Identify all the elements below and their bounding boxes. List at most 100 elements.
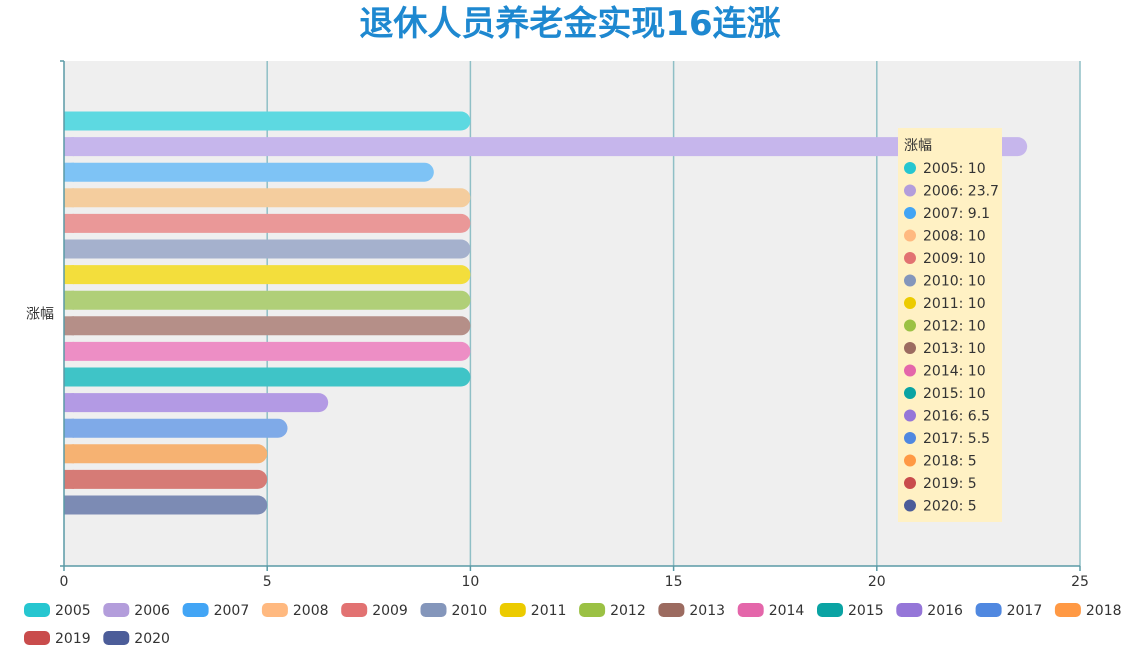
tooltip-marker <box>904 207 916 219</box>
tooltip-entry: 2010: 10 <box>923 274 986 290</box>
legend-item-2009[interactable]: 2009 <box>341 603 408 619</box>
tooltip-marker <box>904 319 916 332</box>
legend-label: 2010 <box>452 603 488 619</box>
legend-item-2017[interactable]: 2017 <box>975 603 1043 619</box>
tooltip-entry: 2007: 9.1 <box>923 206 990 222</box>
legend-label: 2005 <box>55 603 91 619</box>
legend-label: 2007 <box>214 603 250 619</box>
tooltip-marker <box>904 252 916 264</box>
bar-2006[interactable] <box>64 137 1028 157</box>
bar-2010[interactable] <box>64 239 471 259</box>
tooltip-marker <box>904 432 916 444</box>
bar-group <box>64 111 1028 515</box>
tooltip-entry: 2018: 5 <box>923 454 977 470</box>
legend-label: 2006 <box>134 603 170 619</box>
tooltip-entry: 2017: 5.5 <box>923 431 990 447</box>
x-tick-label: 10 <box>461 574 479 590</box>
legend-item-2005[interactable]: 2005 <box>24 603 91 619</box>
legend-item-2018[interactable]: 2018 <box>1054 603 1122 619</box>
legend-swatch <box>817 603 843 617</box>
bar-base-2010 <box>64 239 74 259</box>
bar-base-2014 <box>64 341 74 361</box>
legend-item-2019[interactable]: 2019 <box>24 631 91 647</box>
bar-2018[interactable] <box>64 444 268 464</box>
tooltip-entry: 2015: 10 <box>923 386 986 402</box>
legend-item-2007[interactable]: 2007 <box>182 603 250 619</box>
tooltip-marker <box>904 162 916 174</box>
legend-swatch <box>1054 603 1081 617</box>
legend-label: 2008 <box>293 603 329 619</box>
tooltip-entry: 2005: 10 <box>923 161 986 177</box>
bar-base-2011 <box>64 265 74 285</box>
tooltip-marker <box>904 454 916 467</box>
tooltip-entry: 2011: 10 <box>923 296 986 312</box>
legend-swatch <box>103 631 130 645</box>
bar-2011[interactable] <box>64 265 471 285</box>
bar-2007[interactable] <box>64 162 434 182</box>
tooltip-entry: 2016: 6.5 <box>923 409 990 425</box>
bar-2012[interactable] <box>64 290 471 310</box>
legend-item-2020[interactable]: 2020 <box>103 631 170 647</box>
tooltip: 涨幅 2005: 10 2006: 23.7 2007: 9.1 2008: 10 200… <box>898 128 1002 522</box>
tooltip-marker <box>904 274 916 287</box>
bar-2015[interactable] <box>64 367 471 387</box>
legend-item-2008[interactable]: 2008 <box>261 603 329 619</box>
legend-swatch <box>658 603 685 617</box>
bar-base-2006 <box>64 137 74 157</box>
bar-2005[interactable] <box>64 111 471 131</box>
legend-swatch <box>499 603 526 617</box>
legend-label: 2016 <box>927 603 963 619</box>
legend-swatch <box>24 603 50 617</box>
legend-swatch <box>975 603 1002 617</box>
bar-2013[interactable] <box>64 316 471 336</box>
bar-2009[interactable] <box>64 213 471 233</box>
legend-swatch <box>420 603 447 617</box>
legend-item-2010[interactable]: 2010 <box>420 603 488 619</box>
legend-swatch <box>341 603 368 617</box>
bar-base-2012 <box>64 290 74 310</box>
legend-item-2016[interactable]: 2016 <box>896 603 963 619</box>
legend-item-2011[interactable]: 2011 <box>499 603 567 619</box>
tooltip-entry: 2014: 10 <box>923 364 986 380</box>
bar-base-2016 <box>64 393 74 413</box>
bar-base-2008 <box>64 188 74 208</box>
x-tick-label: 25 <box>1071 574 1089 590</box>
tooltip-entry: 2020: 5 <box>923 499 977 515</box>
tooltip-marker <box>904 409 916 422</box>
x-tick-label: 15 <box>665 574 683 590</box>
tooltip-entry: 2006: 23.7 <box>923 184 999 200</box>
legend-item-2014[interactable]: 2014 <box>737 603 805 619</box>
x-tick-label: 20 <box>868 574 886 590</box>
legend-swatch <box>737 603 764 617</box>
bar-base-2019 <box>64 469 74 489</box>
bar-base-2018 <box>64 444 74 464</box>
bar-2016[interactable] <box>64 393 329 413</box>
legend-swatch <box>103 603 130 617</box>
tooltip-marker <box>904 184 916 197</box>
legend-swatch <box>579 603 606 617</box>
tooltip-marker <box>904 297 916 309</box>
legend-label: 2018 <box>1086 603 1122 619</box>
bar-2014[interactable] <box>64 341 471 361</box>
bar-2017[interactable] <box>64 418 288 438</box>
legend-item-2012[interactable]: 2012 <box>579 603 646 619</box>
tooltip-entry: 2019: 5 <box>923 476 977 492</box>
tooltip-marker <box>904 364 916 377</box>
legend-swatch <box>261 603 288 617</box>
tooltip-entry: 2012: 10 <box>923 319 986 335</box>
bar-2019[interactable] <box>64 469 268 489</box>
tooltip-marker <box>904 499 916 512</box>
legend-item-2006[interactable]: 2006 <box>103 603 170 619</box>
bar-2008[interactable] <box>64 188 471 208</box>
tooltip-marker <box>904 387 916 399</box>
bar-base-2015 <box>64 367 74 387</box>
x-axis: 0 5 10 15 20 25 涨幅 <box>26 60 1089 590</box>
legend-item-2015[interactable]: 2015 <box>817 603 884 619</box>
legend-label: 2014 <box>769 603 805 619</box>
legend-label: 2019 <box>55 631 91 647</box>
bar-2020[interactable] <box>64 495 268 515</box>
bar-base-2020 <box>64 495 74 515</box>
x-tick-label: 0 <box>60 574 69 590</box>
legend-item-2013[interactable]: 2013 <box>658 603 725 619</box>
